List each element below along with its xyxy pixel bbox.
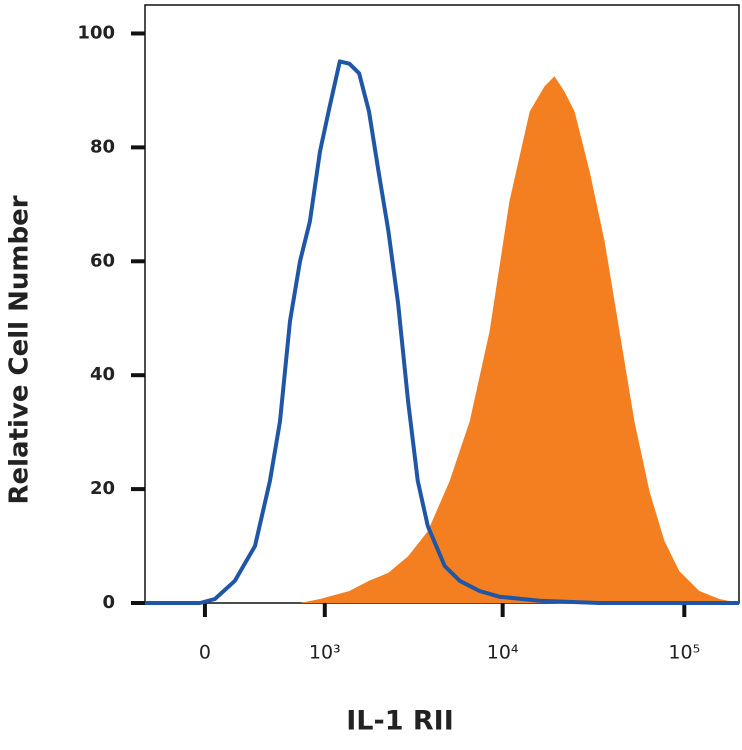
x-axis-label: IL-1 RII — [346, 706, 454, 737]
x-tick-label: 10⁴ — [487, 642, 519, 664]
histogram-area — [145, 76, 739, 603]
x-tick-label: 10³ — [309, 642, 341, 664]
y-tick-label: 60 — [90, 250, 115, 271]
histogram-line — [145, 59, 739, 605]
y-tick-label: 20 — [90, 478, 115, 499]
y-tick-label: 80 — [90, 136, 115, 157]
x-tick-label: 0 — [199, 642, 211, 664]
y-tick-label: 100 — [77, 22, 115, 43]
y-tick-label: 40 — [90, 364, 115, 385]
y-axis-label: Relative Cell Number — [5, 195, 35, 504]
y-tick-label: 0 — [102, 592, 115, 613]
x-tick-label: 10⁵ — [668, 642, 700, 664]
